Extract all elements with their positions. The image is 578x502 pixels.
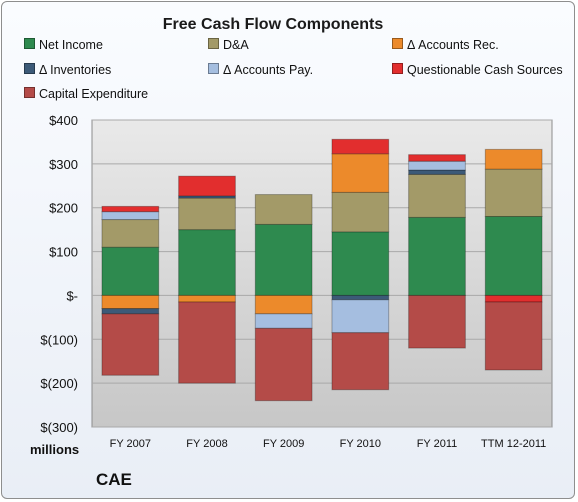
bar-segment — [484, 215, 543, 296]
bar-segment — [331, 138, 390, 155]
y-tick-label: $- — [66, 288, 78, 303]
bar-segment — [101, 211, 160, 221]
legend-item-inventories: Δ Inventories — [24, 63, 111, 77]
bar-segment — [408, 169, 466, 175]
legend-item-net-income: Net Income — [24, 38, 103, 52]
bar-segment — [254, 313, 313, 329]
legend-swatch — [24, 63, 35, 74]
legend-label: D&A — [223, 38, 249, 52]
legend-label: Δ Inventories — [39, 63, 112, 77]
bar-segment — [408, 154, 466, 162]
y-tick-label: $300 — [49, 157, 78, 172]
y-tick-label: $(200) — [40, 376, 78, 391]
bar-segment — [331, 231, 390, 296]
bar-segment — [101, 219, 160, 248]
chart-title: Free Cash Flow Components — [162, 16, 384, 33]
bar-segment — [331, 191, 390, 233]
bar-segment — [484, 301, 543, 371]
x-tick-label: FY 2008 — [186, 438, 227, 450]
bar-segment — [101, 313, 160, 376]
y-tick-label: $(300) — [40, 420, 78, 435]
bar-segment — [101, 205, 160, 213]
bar-segment — [178, 301, 236, 384]
bar-segment — [331, 332, 390, 391]
bar-segment — [178, 175, 236, 197]
legend-swatch — [392, 63, 403, 74]
x-tick-label: FY 2011 — [417, 438, 458, 450]
legend-label: Capital Expenditure — [39, 87, 149, 101]
legend-item-d-and-a: D&A — [208, 38, 249, 52]
bar-segment — [178, 229, 236, 296]
x-tick-label: TTM 12-2011 — [481, 438, 546, 450]
y-tick-label: $100 — [49, 245, 78, 260]
bar-segment — [331, 294, 390, 301]
legend-swatch — [392, 38, 403, 49]
legend-swatch — [208, 38, 219, 49]
chart-legend: Net Income D&A Δ Accounts Rec. Δ Invento… — [0, 0, 578, 110]
bar-segment — [408, 160, 466, 171]
bar-segment — [484, 294, 543, 303]
bar-segment — [254, 294, 313, 315]
y-tick-label: $(100) — [40, 332, 78, 347]
legend-label: Net Income — [39, 38, 103, 52]
bar-segment — [254, 223, 313, 296]
legend-item-accounts-rec: Δ Accounts Rec. — [392, 38, 499, 52]
y-tick-label: $400 — [49, 113, 78, 128]
plot-area — [91, 119, 553, 428]
bar-segment — [178, 197, 236, 231]
bar-segment — [331, 299, 390, 334]
units-label: millions — [30, 442, 80, 457]
x-tick-label: FY 2009 — [263, 438, 304, 450]
legend-label: Δ Accounts Rec. — [407, 38, 499, 52]
legend-swatch — [208, 63, 219, 74]
bar-segment — [101, 294, 160, 310]
x-tick-label: FY 2010 — [340, 438, 381, 450]
bar-segment — [484, 148, 543, 170]
bar-segment — [101, 246, 160, 296]
bar-segment — [408, 216, 466, 296]
legend-item-questionable-cash: Questionable Cash Sources — [392, 63, 563, 77]
bar-segment — [178, 294, 236, 303]
bar-segment — [484, 168, 543, 217]
legend-item-accounts-pay: Δ Accounts Pay. — [208, 63, 313, 77]
legend-swatch — [24, 87, 35, 98]
x-tick-label: FY 2007 — [110, 438, 151, 450]
legend-label: Δ Accounts Pay. — [223, 63, 314, 77]
legend-label: Questionable Cash Sources — [407, 63, 563, 77]
y-tick-label: $200 — [49, 201, 78, 216]
legend-item-capital-expenditure: Capital Expenditure — [24, 87, 148, 101]
bar-segment — [254, 194, 313, 225]
bar-segment — [408, 294, 466, 349]
company-label: CAE — [96, 470, 132, 489]
legend-swatch — [24, 38, 35, 49]
bar-segment — [101, 308, 160, 315]
bar-segment — [408, 173, 466, 218]
bar-segment — [254, 327, 313, 402]
bar-segment — [331, 153, 390, 193]
